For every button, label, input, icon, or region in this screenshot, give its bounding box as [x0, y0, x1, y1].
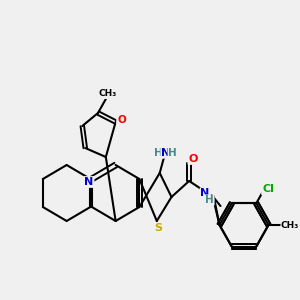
- Text: CH₃: CH₃: [99, 89, 117, 98]
- Text: N: N: [200, 188, 209, 198]
- Text: N: N: [84, 177, 94, 187]
- Text: S: S: [155, 223, 163, 233]
- Text: O: O: [117, 115, 126, 125]
- Text: N: N: [161, 148, 170, 158]
- Text: H: H: [205, 195, 214, 205]
- Text: O: O: [188, 154, 198, 164]
- Text: CH₃: CH₃: [281, 220, 299, 230]
- Text: H: H: [154, 148, 163, 158]
- Text: Cl: Cl: [262, 184, 274, 194]
- Text: H: H: [168, 148, 177, 158]
